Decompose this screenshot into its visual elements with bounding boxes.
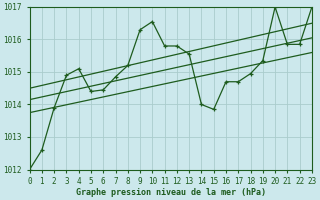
X-axis label: Graphe pression niveau de la mer (hPa): Graphe pression niveau de la mer (hPa) [76,188,266,197]
